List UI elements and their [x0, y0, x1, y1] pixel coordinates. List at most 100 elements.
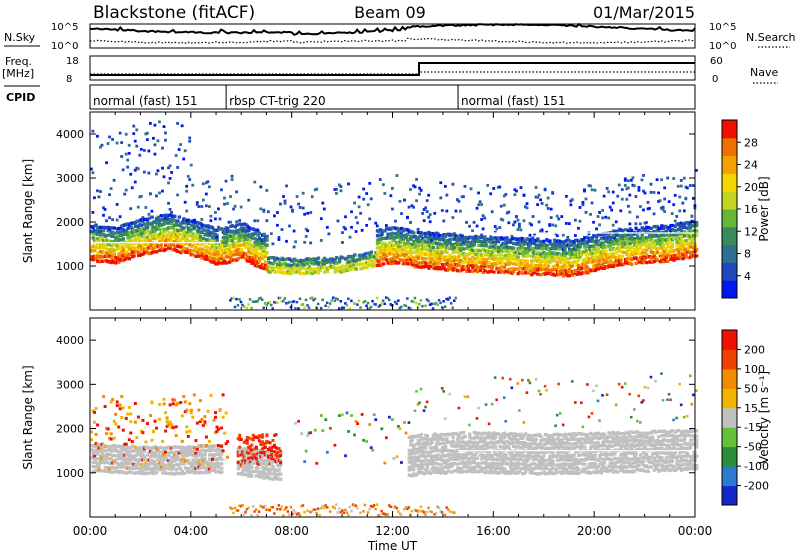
velocity-cell [391, 418, 394, 421]
power-cell [194, 233, 197, 236]
power-cell [347, 183, 350, 186]
power-cell [137, 251, 140, 254]
power-cell [554, 224, 557, 227]
power-cell [147, 150, 150, 153]
power-cell [320, 307, 323, 310]
power-cell [217, 207, 220, 210]
velocity-cell [182, 472, 185, 475]
power-cell [612, 191, 615, 194]
power-cell [470, 187, 473, 190]
velocity-cell [338, 414, 341, 417]
power-cell [163, 175, 166, 178]
power-cell [160, 244, 163, 247]
power-cell [408, 206, 411, 209]
power-cell [409, 307, 412, 310]
velocity-cell [101, 469, 104, 472]
velocity-cell [427, 454, 430, 457]
velocity-cell [268, 477, 271, 480]
power-cell [362, 188, 365, 191]
power-cell [571, 256, 574, 259]
velocity-cell [252, 505, 255, 508]
power-cell [492, 187, 495, 190]
power-cell [678, 196, 681, 199]
power-cell [527, 254, 530, 257]
power-cell [439, 181, 442, 184]
power-cell [653, 212, 656, 215]
power-cell [223, 197, 226, 200]
power-cell [191, 249, 194, 252]
velocity-cell [282, 514, 285, 517]
velocity-cell [424, 458, 427, 461]
velocity-cell [205, 444, 208, 447]
power-cell [639, 205, 642, 208]
velocity-cell [353, 434, 356, 437]
power-cell [464, 253, 467, 256]
power-cell [314, 298, 317, 301]
power-cell [604, 216, 607, 219]
power-cell [164, 248, 167, 251]
power-cell [93, 196, 96, 199]
power-cell [279, 297, 282, 300]
velocity-cell [421, 437, 424, 440]
power-cell [135, 220, 138, 223]
power-cell [455, 210, 458, 213]
power-cell [120, 155, 123, 158]
power-cell [167, 202, 170, 205]
power-cell [684, 239, 687, 242]
power-cell [462, 247, 465, 250]
velocity-cell [329, 510, 332, 513]
power-cell [134, 140, 137, 143]
power-cell [116, 203, 119, 206]
power-cell [376, 225, 379, 228]
power-cell [187, 219, 190, 222]
velocity-cell [458, 436, 461, 439]
velocity-cell [202, 466, 205, 469]
power-cell [119, 215, 122, 218]
power-cell [370, 306, 373, 309]
power-cell [656, 178, 659, 181]
power-cell [674, 257, 677, 260]
power-cell [143, 149, 146, 152]
power-cell [589, 213, 592, 216]
power-cell [482, 254, 485, 257]
power-cell [185, 247, 188, 250]
power-cell [445, 251, 448, 254]
velocity-cell [420, 505, 423, 508]
velocity-cell [411, 439, 414, 442]
power-cell [603, 195, 606, 198]
velocity-cell [182, 395, 185, 398]
velocity-cell [347, 514, 350, 517]
power-cell [92, 211, 95, 214]
velocity-cell [426, 401, 429, 404]
power-cell [690, 215, 693, 218]
power-cell [104, 208, 107, 211]
velocity-cell [175, 425, 178, 428]
nsky-tick-top: 10^5 [51, 22, 78, 33]
power-cell [574, 269, 577, 272]
velocity-cell [122, 406, 125, 409]
power-cell [689, 245, 692, 248]
power-cell [628, 194, 631, 197]
velocity-cell [320, 414, 323, 417]
power-cell [417, 231, 420, 234]
velocity-cell [388, 416, 391, 419]
power-cell [303, 213, 306, 216]
power-cell [494, 225, 497, 228]
cpid-label: CPID [6, 91, 35, 104]
velocity-cell [459, 467, 462, 470]
power-cell [541, 228, 544, 231]
power-cell [492, 270, 495, 273]
power-cell [359, 262, 362, 265]
power-cell [240, 206, 243, 209]
velocity-cell [220, 462, 223, 465]
power-cell [394, 220, 397, 223]
power-cell [231, 224, 234, 227]
power-cell [541, 202, 544, 205]
power-cell [365, 192, 368, 195]
power-cell [326, 226, 329, 229]
power-cell [518, 225, 521, 228]
power-cell [675, 215, 678, 218]
power-cell [270, 232, 273, 235]
velocity-cell [151, 439, 154, 442]
power-cell [158, 221, 161, 224]
